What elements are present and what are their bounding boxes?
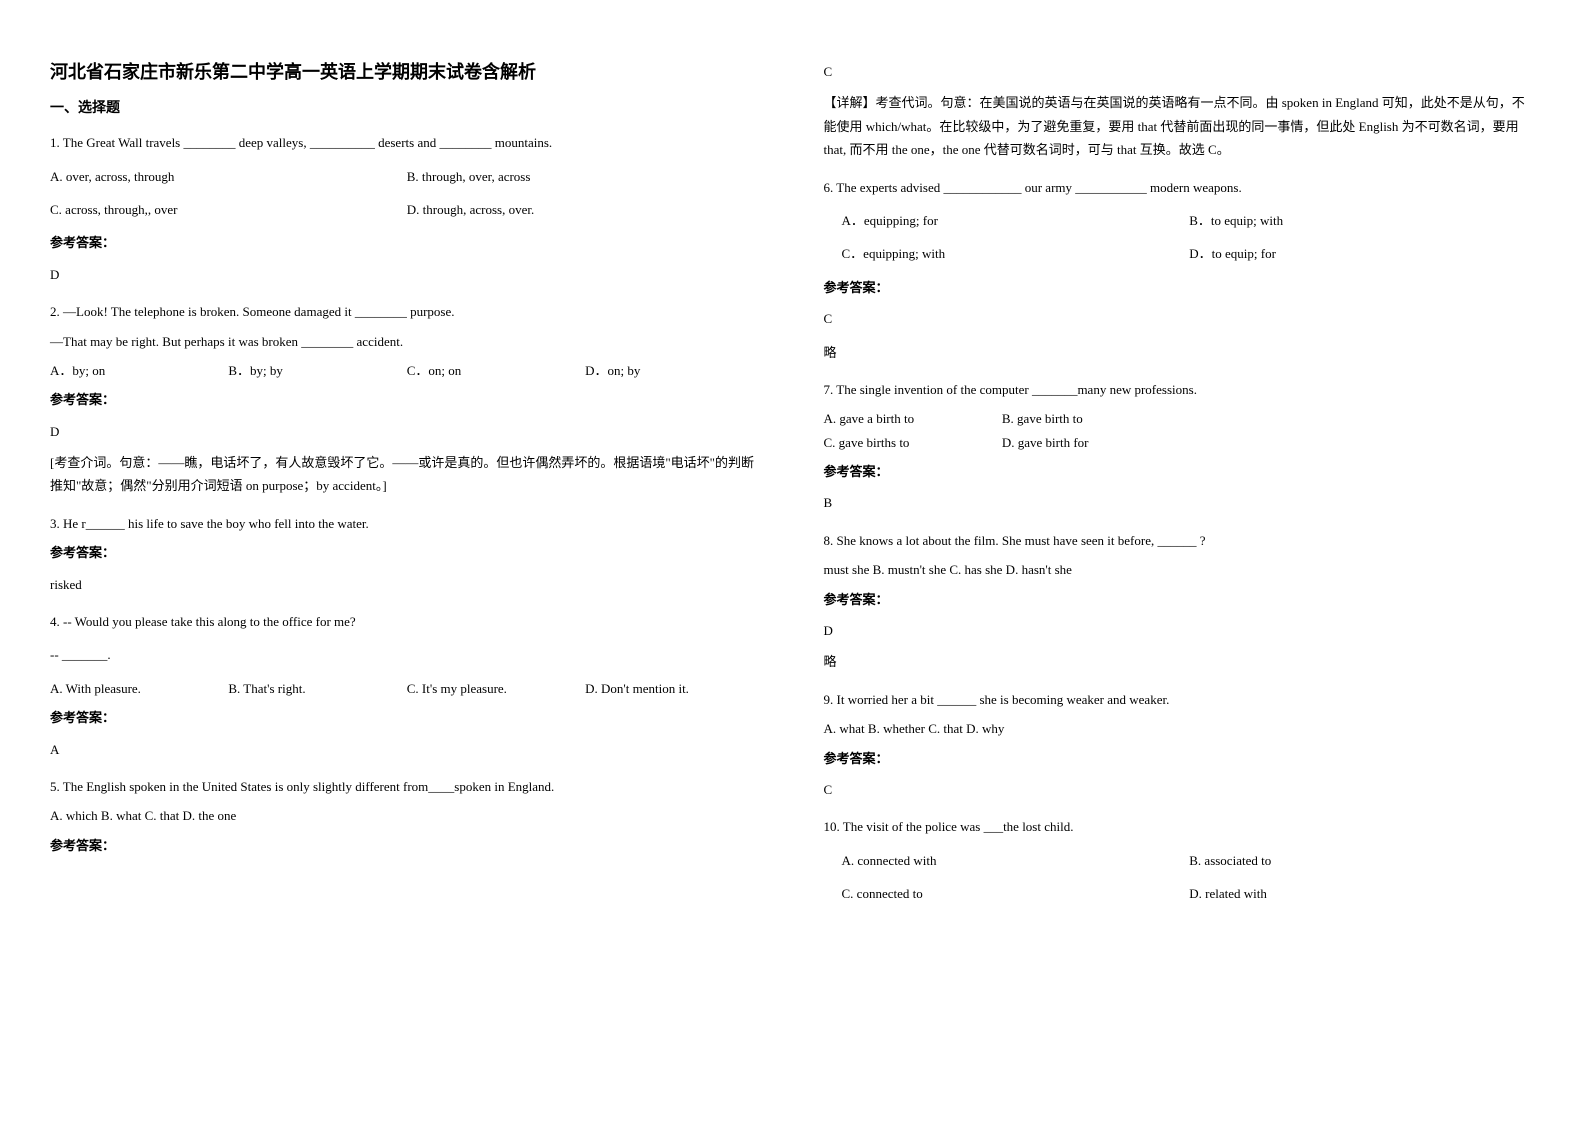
- q2-explanation: [考查介词。句意：——瞧，电话坏了，有人故意毁坏了它。——或许是真的。但也许偶然…: [50, 451, 764, 498]
- question-8: 8. She knows a lot about the film. She m…: [824, 529, 1538, 674]
- q8-answer-label: 参考答案：: [824, 588, 1538, 611]
- q7-optA: A. gave a birth to: [824, 407, 1002, 430]
- q10-text: 10. The visit of the police was ___the l…: [824, 815, 1538, 838]
- section-heading: 一、选择题: [50, 97, 764, 117]
- q2-line2: —That may be right. But perhaps it was b…: [50, 330, 764, 353]
- q6-extra: 略: [824, 341, 1538, 364]
- q10-options-row1: A. connected with B. associated to: [824, 849, 1538, 872]
- q4-line1: 4. -- Would you please take this along t…: [50, 610, 764, 633]
- q2-optA: A．by; on: [50, 359, 228, 382]
- right-column: C 【详解】考查代词。句意：在美国说的英语与在英国说的英语略有一点不同。由 sp…: [824, 60, 1538, 920]
- q7-answer: B: [824, 491, 1538, 514]
- q2-optD: D．on; by: [585, 359, 763, 382]
- q1-options-row2: C. across, through,, over D. through, ac…: [50, 198, 764, 221]
- question-9: 9. It worried her a bit ______ she is be…: [824, 688, 1538, 802]
- q10-optA: A. connected with: [842, 849, 1190, 872]
- q10-optD: D. related with: [1189, 882, 1537, 905]
- q1-optA: A. over, across, through: [50, 165, 407, 188]
- q2-answer-label: 参考答案：: [50, 388, 764, 411]
- q5-text: 5. The English spoken in the United Stat…: [50, 775, 764, 798]
- q3-answer-label: 参考答案：: [50, 541, 764, 564]
- q4-optA: A. With pleasure.: [50, 677, 228, 700]
- q8-answer: D: [824, 619, 1538, 642]
- q4-options: A. With pleasure. B. That's right. C. It…: [50, 677, 764, 700]
- q10-options-row2: C. connected to D. related with: [824, 882, 1538, 905]
- q8-opts: must she B. mustn't she C. has she D. ha…: [824, 558, 1538, 581]
- q2-optC: C．on; on: [407, 359, 585, 382]
- q9-answer-label: 参考答案：: [824, 747, 1538, 770]
- q1-optD: D. through, across, over.: [407, 198, 764, 221]
- q1-options-row1: A. over, across, through B. through, ove…: [50, 165, 764, 188]
- q6-answer: C: [824, 307, 1538, 330]
- q1-optC: C. across, through,, over: [50, 198, 407, 221]
- q7-optD: D. gave birth for: [1002, 431, 1180, 454]
- q3-text: 3. He r______ his life to save the boy w…: [50, 512, 764, 535]
- q6-optD: D．to equip; for: [1189, 242, 1537, 265]
- q1-optB: B. through, over, across: [407, 165, 764, 188]
- q9-text: 9. It worried her a bit ______ she is be…: [824, 688, 1538, 711]
- question-10: 10. The visit of the police was ___the l…: [824, 815, 1538, 905]
- q7-optC: C. gave births to: [824, 431, 1002, 454]
- q4-line2: -- _______.: [50, 643, 764, 666]
- q10-optC: C. connected to: [842, 882, 1190, 905]
- q4-optC: C. It's my pleasure.: [407, 677, 585, 700]
- q2-answer: D: [50, 420, 764, 443]
- q9-opts: A. what B. whether C. that D. why: [824, 717, 1538, 740]
- q5-answer: C: [824, 60, 1538, 83]
- q4-answer: A: [50, 738, 764, 761]
- q7-optB: B. gave birth to: [1002, 407, 1180, 430]
- q1-answer: D: [50, 263, 764, 286]
- q8-extra: 略: [824, 650, 1538, 673]
- q6-options-row1: A．equipping; for B．to equip; with: [824, 209, 1538, 232]
- q4-optB: B. That's right.: [228, 677, 406, 700]
- q5-opts: A. which B. what C. that D. the one: [50, 804, 764, 827]
- q6-optB: B．to equip; with: [1189, 209, 1537, 232]
- q5-explanation: 【详解】考查代词。句意：在美国说的英语与在英国说的英语略有一点不同。由 spok…: [824, 91, 1538, 161]
- q2-options: A．by; on B．by; by C．on; on D．on; by: [50, 359, 764, 382]
- q5-answer-label: 参考答案：: [50, 834, 764, 857]
- question-3: 3. He r______ his life to save the boy w…: [50, 512, 764, 596]
- q6-answer-label: 参考答案：: [824, 276, 1538, 299]
- question-7: 7. The single invention of the computer …: [824, 378, 1538, 515]
- q6-optC: C．equipping; with: [842, 242, 1190, 265]
- document-title: 河北省石家庄市新乐第二中学高一英语上学期期末试卷含解析: [50, 60, 764, 85]
- q2-line1: 2. —Look! The telephone is broken. Someo…: [50, 300, 764, 323]
- question-1: 1. The Great Wall travels ________ deep …: [50, 131, 764, 286]
- q7-options-row1: A. gave a birth to B. gave birth to: [824, 407, 1538, 430]
- q1-text: 1. The Great Wall travels ________ deep …: [50, 131, 764, 154]
- q2-optB: B．by; by: [228, 359, 406, 382]
- q7-text: 7. The single invention of the computer …: [824, 378, 1538, 401]
- q6-text: 6. The experts advised ____________ our …: [824, 176, 1538, 199]
- q1-answer-label: 参考答案：: [50, 231, 764, 254]
- q9-answer: C: [824, 778, 1538, 801]
- q6-optA: A．equipping; for: [842, 209, 1190, 232]
- q7-answer-label: 参考答案：: [824, 460, 1538, 483]
- question-5-cont: C 【详解】考查代词。句意：在美国说的英语与在英国说的英语略有一点不同。由 sp…: [824, 60, 1538, 162]
- q4-answer-label: 参考答案：: [50, 706, 764, 729]
- q4-optD: D. Don't mention it.: [585, 677, 763, 700]
- question-4: 4. -- Would you please take this along t…: [50, 610, 764, 761]
- q10-optB: B. associated to: [1189, 849, 1537, 872]
- question-5: 5. The English spoken in the United Stat…: [50, 775, 764, 857]
- question-6: 6. The experts advised ____________ our …: [824, 176, 1538, 364]
- question-2: 2. —Look! The telephone is broken. Someo…: [50, 300, 764, 498]
- q6-options-row2: C．equipping; with D．to equip; for: [824, 242, 1538, 265]
- q3-answer: risked: [50, 573, 764, 596]
- left-column: 河北省石家庄市新乐第二中学高一英语上学期期末试卷含解析 一、选择题 1. The…: [50, 60, 764, 920]
- page-container: 河北省石家庄市新乐第二中学高一英语上学期期末试卷含解析 一、选择题 1. The…: [50, 60, 1537, 920]
- q8-text: 8. She knows a lot about the film. She m…: [824, 529, 1538, 552]
- q7-options-row2: C. gave births to D. gave birth for: [824, 431, 1538, 454]
